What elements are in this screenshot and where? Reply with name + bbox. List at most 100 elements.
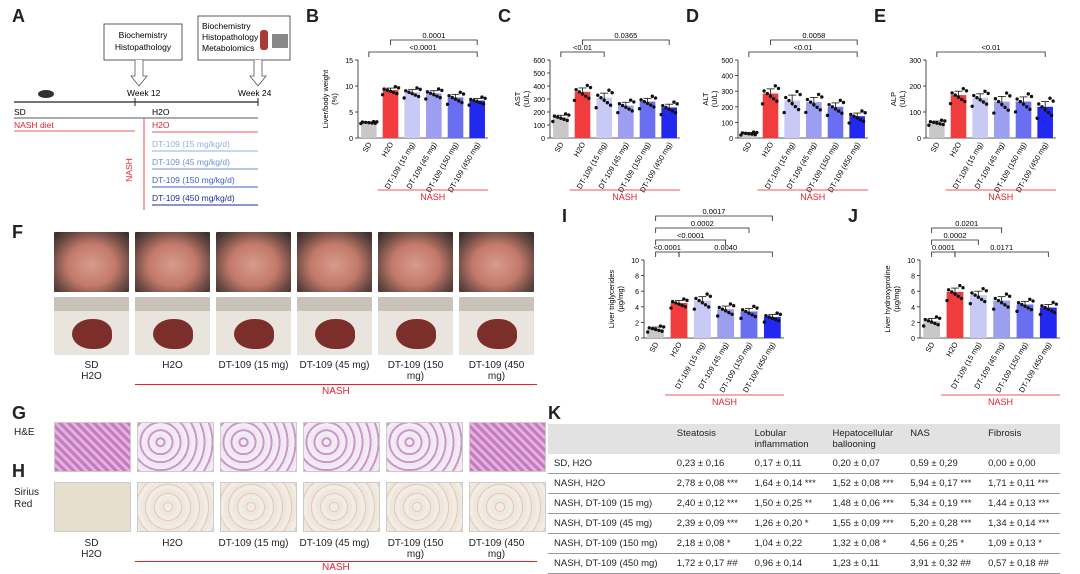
data-point <box>705 292 709 296</box>
significance-bracket <box>931 239 979 245</box>
bar <box>929 122 945 138</box>
box2-line2: Histopathology <box>202 32 259 42</box>
table-cell: 1,44 ± 0,13 *** <box>982 493 1060 514</box>
y-axis-label: ALP <box>889 92 898 106</box>
table-cell: 0,59 ± 0,29 <box>904 454 983 474</box>
data-point <box>1015 97 1019 101</box>
data-point <box>461 92 466 96</box>
data-point <box>667 107 671 111</box>
data-point <box>1020 302 1024 307</box>
data-point <box>647 326 651 330</box>
data-point <box>602 98 606 102</box>
week24-label: Week 24 <box>238 88 272 98</box>
data-point <box>1003 105 1007 110</box>
bar <box>994 101 1010 138</box>
data-point <box>762 89 766 93</box>
panel-label-d: D <box>686 6 699 26</box>
excised-liver-photo <box>54 297 129 355</box>
y-tick-label: 400 <box>721 74 733 81</box>
data-point <box>432 93 436 97</box>
instrument-icon <box>272 34 288 48</box>
y-axis-label: AST <box>513 91 522 106</box>
data-point <box>1053 311 1057 315</box>
table-cell: 1,09 ± 0,13 * <box>982 533 1060 554</box>
nash-label: NASH <box>988 192 1013 202</box>
data-point <box>715 314 720 318</box>
data-point <box>670 299 675 304</box>
p-value-label: <0.0001 <box>409 43 436 52</box>
table-header-row: Steatosis Lobular inflammation Hepatocel… <box>548 424 1060 454</box>
data-point <box>841 100 846 105</box>
data-point <box>1007 294 1012 298</box>
data-point <box>961 86 965 91</box>
y-axis-label: Liver triglycerides <box>607 270 616 329</box>
data-point <box>682 297 686 301</box>
sd-label: SD <box>14 107 26 117</box>
p-value-label: 0.0058 <box>802 31 825 40</box>
y-tick-label: 4 <box>911 305 915 312</box>
data-point <box>996 99 1001 104</box>
arm-45-label: DT-109 (45 mg/kg/d) <box>152 157 230 167</box>
data-point <box>996 298 1001 303</box>
bar <box>469 100 485 138</box>
data-point <box>861 119 866 124</box>
bar <box>740 311 758 338</box>
table-cell: 4,56 ± 0,25 * <box>904 533 983 554</box>
data-point <box>961 285 965 290</box>
he-image <box>220 422 297 472</box>
data-point <box>559 116 563 120</box>
row-label-cell: NASH, DT-109 (450 mg) <box>548 553 671 574</box>
data-point <box>750 313 754 317</box>
sirius-image <box>386 482 463 532</box>
y-tick-label: 200 <box>533 110 545 117</box>
data-point <box>562 117 566 122</box>
data-point <box>981 100 986 104</box>
data-point <box>1051 99 1055 103</box>
data-point <box>727 310 731 315</box>
data-point <box>675 102 679 106</box>
data-point <box>939 118 944 122</box>
data-point <box>1006 108 1010 112</box>
data-point <box>804 110 808 115</box>
data-point <box>460 100 464 105</box>
data-point <box>1043 107 1047 112</box>
he-image <box>137 422 214 472</box>
data-point <box>1025 105 1029 109</box>
y-tick-label: 0 <box>911 336 915 343</box>
x-tick-label: SD <box>923 340 936 354</box>
significance-bracket <box>655 215 773 221</box>
data-point <box>975 96 979 100</box>
significance-bracket <box>954 251 1049 257</box>
data-point <box>616 110 620 115</box>
data-point <box>620 103 625 108</box>
arrow-week12-icon <box>130 60 148 87</box>
data-point <box>670 109 675 113</box>
data-point <box>1026 306 1030 310</box>
liver-photo <box>297 232 372 292</box>
data-point <box>697 298 701 303</box>
data-point <box>659 112 663 117</box>
nash-diet-label: NASH diet <box>14 120 54 130</box>
y-tick-label: 300 <box>909 58 921 65</box>
data-point <box>943 119 947 123</box>
data-point <box>805 97 810 102</box>
p-value-label: <0.0001 <box>677 231 704 240</box>
bar <box>1039 307 1057 338</box>
he-image <box>303 422 380 472</box>
y-axis-label: (U/L) <box>710 90 719 107</box>
data-point <box>937 316 942 320</box>
data-point <box>755 130 759 135</box>
bar <box>849 116 865 138</box>
data-point <box>956 294 960 298</box>
data-point <box>478 101 483 105</box>
data-point <box>1003 303 1007 307</box>
table-cell: 1,04 ± 0,22 <box>748 533 827 554</box>
table-cell: 1,26 ± 0,20 * <box>748 513 827 534</box>
data-point <box>685 298 689 303</box>
data-point <box>607 88 611 92</box>
bar <box>950 95 967 138</box>
data-point <box>1029 94 1034 99</box>
table-cell: 5,20 ± 0,28 *** <box>904 513 983 534</box>
